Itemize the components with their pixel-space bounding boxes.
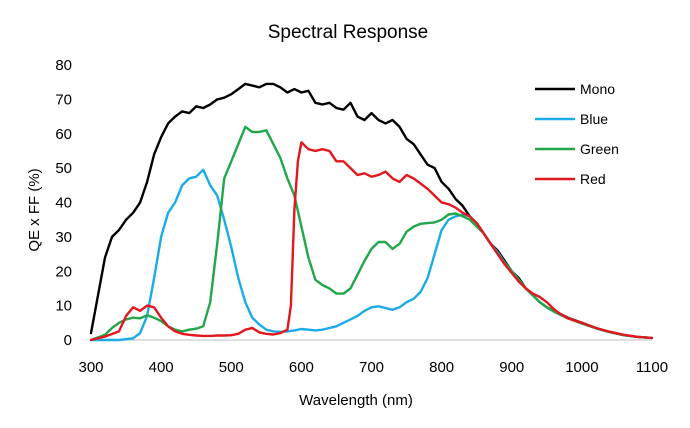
y-tick-label: 60 [55,126,72,143]
legend-item-blue: Blue [535,111,608,127]
legend-label: Green [580,141,619,157]
y-tick-label: 70 [55,91,72,108]
x-tick-label: 1000 [565,359,598,376]
legend: Mono Blue Green Red [535,81,619,187]
x-tick-label: 300 [78,359,103,376]
y-tick-label: 10 [55,298,72,315]
legend-label: Red [580,171,606,187]
y-tick-label: 20 [55,263,72,280]
x-tick-label: 1100 [636,359,668,376]
legend-item-green: Green [535,141,619,157]
y-tick-label: 80 [55,57,72,74]
x-axis: 300 400 500 600 700 800 900 1000 1100 [78,359,668,376]
series-line-blue [89,168,654,342]
legend-label: Mono [580,81,615,97]
x-axis-title: Wavelength (nm) [299,392,413,409]
x-tick-label: 600 [289,359,314,376]
series-line-red [89,141,654,342]
series-layer [89,82,654,342]
legend-item-mono: Mono [535,81,615,97]
chart-title: Spectral Response [268,22,429,43]
x-tick-label: 400 [149,359,174,376]
y-tick-label: 30 [55,229,72,246]
y-tick-label: 40 [55,195,72,212]
y-axis-title: QE x FF (%) [26,168,43,251]
legend-label: Blue [580,111,608,127]
series-line-mono [89,82,654,340]
x-tick-label: 900 [499,359,524,376]
x-tick-label: 700 [359,359,384,376]
x-tick-label: 800 [429,359,454,376]
y-tick-label: 50 [55,160,72,177]
legend-item-red: Red [535,171,606,187]
x-tick-label: 500 [219,359,244,376]
y-axis: 0 10 20 30 40 50 60 70 80 [55,57,72,349]
y-tick-label: 0 [64,332,72,349]
